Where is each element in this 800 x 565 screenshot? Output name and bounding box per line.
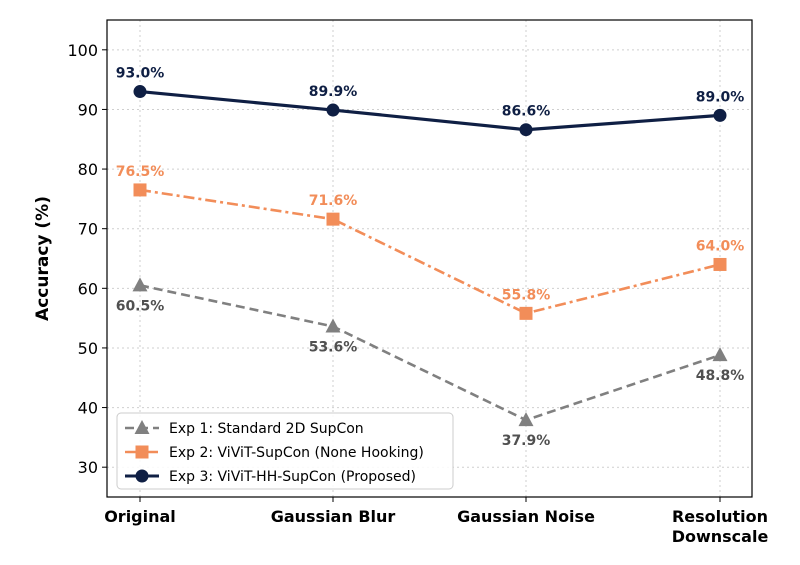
legend-marker (135, 445, 149, 459)
data-point-marker (518, 412, 534, 427)
data-point-marker (326, 103, 340, 117)
data-point-marker (519, 306, 533, 320)
y-tick-label: 70 (78, 220, 98, 239)
y-axis-label: Accuracy (%) (33, 196, 53, 321)
data-label: 64.0% (696, 238, 745, 254)
series-group (132, 85, 728, 427)
y-tick-label: 40 (78, 399, 98, 418)
data-label: 37.9% (502, 433, 551, 449)
data-label: 89.9% (309, 84, 358, 100)
x-axis: Original Gaussian Blur Gaussian Noise Resol… (104, 497, 768, 546)
data-labels: 60.5% 53.6% 37.9% 48.8% 76.5% 71.6% 55.8% 64.0%… (116, 66, 745, 450)
data-point-marker (132, 277, 148, 292)
legend-marker (134, 420, 150, 434)
data-label: 89.0% (696, 89, 745, 105)
x-tick-label: Gaussian Noise (457, 507, 595, 526)
x-tick-label-line: Resolution (672, 507, 768, 526)
legend-box (116, 412, 454, 490)
legend-label: Exp 3: ViViT-HH-SupCon (Proposed) (169, 469, 416, 485)
legend-marker (135, 469, 149, 483)
data-label: 71.6% (309, 193, 358, 209)
data-point-marker (133, 85, 147, 99)
data-label: 60.5% (116, 298, 165, 314)
data-label: 55.8% (502, 287, 551, 303)
y-tick-label: 30 (78, 458, 98, 477)
x-tick-label-line: Original (104, 507, 176, 526)
data-point-marker (519, 123, 533, 137)
series-line (139, 89, 721, 132)
data-label: 86.6% (502, 104, 551, 120)
x-tick-label: Gaussian Blur (271, 507, 396, 526)
data-point-marker (713, 108, 727, 122)
series-line (139, 284, 721, 422)
y-tick-label: 80 (78, 160, 98, 179)
data-point-marker (326, 212, 340, 226)
y-tick-label: 90 (78, 100, 98, 119)
legend-label: Exp 2: ViViT-SupCon (None Hooking) (169, 445, 424, 461)
data-point-marker (325, 318, 341, 333)
x-tick-label: Original (104, 507, 176, 526)
y-tick-label: 60 (78, 279, 98, 298)
y-axis: 30 40 50 60 70 80 90 100 (67, 41, 107, 477)
data-label: 76.5% (116, 164, 165, 180)
x-tick-label-line: Downscale (672, 527, 769, 546)
series-line (139, 188, 721, 315)
data-label: 93.0% (116, 66, 165, 82)
data-label: 48.8% (696, 368, 745, 384)
legend: Exp 1: Standard 2D SupCon Exp 2: ViViT-Su… (116, 412, 454, 490)
x-tick-label-line: Gaussian Blur (271, 507, 396, 526)
y-tick-label: 50 (78, 339, 98, 358)
x-tick-label-line: Gaussian Noise (457, 507, 595, 526)
data-point-marker (712, 347, 728, 362)
legend-label: Exp 1: Standard 2D SupCon (169, 421, 364, 437)
data-point-marker (133, 183, 147, 197)
y-tick-label: 100 (67, 41, 98, 60)
data-label: 53.6% (309, 339, 358, 355)
x-tick-label: Resolution Downscale (672, 507, 769, 546)
plot-frame (106, 19, 753, 498)
data-point-marker (713, 257, 727, 271)
